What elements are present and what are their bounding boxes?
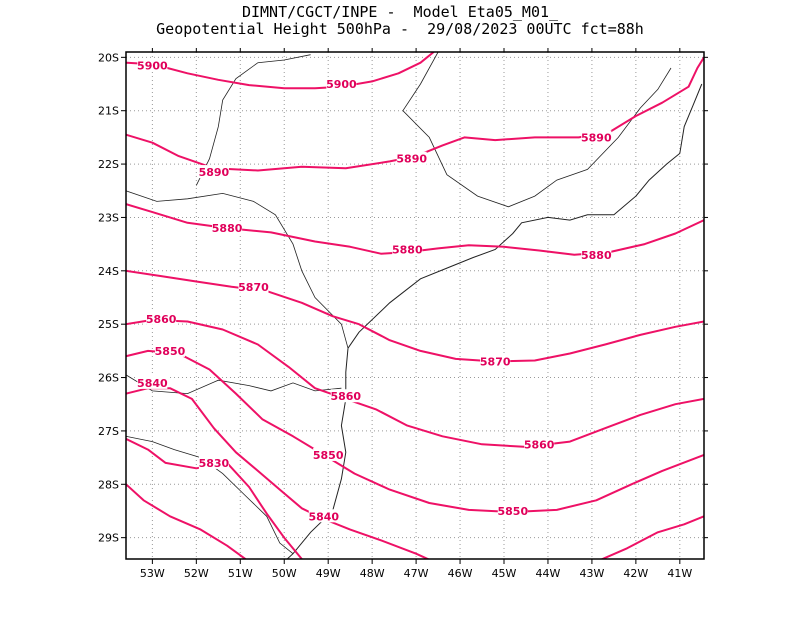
contour-label: 5850 (155, 345, 186, 358)
coastline (286, 348, 349, 559)
contour-label: 5850 (313, 449, 344, 462)
contour-label-bg (238, 279, 269, 293)
chart-title: DIMNT/CGCT/INPE - Model Eta05_M01_ Geopo… (0, 4, 800, 38)
contour-line-5840b (599, 515, 704, 559)
x-tick-label: 43W (579, 567, 604, 580)
contour-label: 5840 (137, 377, 168, 390)
contour-label-bg (137, 58, 168, 72)
contour-label: 5880 (212, 222, 243, 235)
contour-label: 5860 (146, 313, 177, 326)
x-tick-label: 51W (228, 567, 253, 580)
contour-label: 5890 (396, 153, 427, 166)
contour-label: 5880 (581, 249, 612, 262)
contour-label-bg (212, 221, 243, 235)
contour-label: 5870 (480, 356, 511, 369)
contour-label-bg (154, 343, 185, 357)
x-tick-label: 44W (536, 567, 561, 580)
contour-line-5830b (126, 483, 248, 559)
contour-label-bg (581, 130, 612, 144)
x-tick-label: 42W (623, 567, 648, 580)
y-tick-label: 28S (98, 478, 119, 491)
y-tick-label: 22S (98, 158, 119, 171)
contour-label: 5900 (326, 78, 357, 91)
contour-label: 5860 (524, 438, 555, 451)
contour-label-bg (396, 151, 427, 165)
contour-line-5900 (126, 52, 435, 90)
x-tick-label: 47W (404, 567, 429, 580)
contour-label: 5830 (199, 457, 230, 470)
y-axis-ticks: 20S 21S 22S 23S 24S 25S 26S 27S 28S 29S (98, 51, 708, 545)
y-tick-label: 26S (98, 372, 119, 385)
state-border (126, 190, 349, 349)
contour-label-bg (581, 247, 612, 261)
contour-label-bg (524, 437, 555, 451)
contour-label-bg (198, 165, 229, 179)
contour-label-bg (330, 389, 361, 403)
state-border (126, 435, 294, 555)
contour-label: 5890 (581, 131, 612, 144)
y-tick-label: 21S (98, 105, 119, 118)
y-tick-label: 29S (98, 532, 119, 545)
x-tick-label: 53W (140, 567, 165, 580)
contour-label: 5880 (392, 243, 423, 256)
contour-layer (126, 52, 704, 559)
contour-line-5840 (126, 387, 431, 559)
contour-label-bg (313, 447, 344, 461)
contour-label-bg (137, 375, 168, 389)
contour-label: 5890 (199, 166, 230, 179)
x-tick-label: 41W (667, 567, 692, 580)
state-border (126, 374, 342, 395)
x-tick-label: 45W (492, 567, 517, 580)
state-border (195, 54, 311, 186)
contour-line-5870 (126, 269, 704, 363)
state-border (402, 52, 672, 208)
contour-label: 5900 (137, 59, 168, 72)
contour-label-bg (497, 503, 528, 517)
y-tick-label: 24S (98, 265, 119, 278)
contour-label: 5850 (497, 505, 528, 518)
geography-layer (126, 52, 703, 559)
y-tick-label: 23S (98, 211, 119, 224)
contour-label-bg (146, 311, 177, 325)
x-tick-label: 49W (316, 567, 341, 580)
chart-title-line-1: DIMNT/CGCT/INPE - Model Eta05_M01_ (241, 3, 559, 21)
contour-label-bg (480, 354, 511, 368)
contour-line-5850 (126, 349, 704, 513)
coastline (347, 83, 703, 349)
x-tick-label: 50W (272, 567, 297, 580)
contour-label-bg (308, 509, 339, 523)
contour-label: 5870 (238, 281, 269, 294)
y-tick-label: 27S (98, 425, 119, 438)
x-tick-label: 52W (184, 567, 209, 580)
x-axis-ticks: 53W 52W 51W 50W 49W 48W 47W 46W 45W 44W 43W 42W 41W (140, 48, 692, 580)
contour-label-bg (198, 455, 229, 469)
y-tick-label: 20S (98, 51, 119, 64)
x-tick-label: 48W (360, 567, 385, 580)
contour-label-bg (326, 77, 357, 91)
chart-title-line-2: Geopotential Height 500hPa - 29/08/2023 … (156, 20, 644, 38)
contour-label-bg (392, 242, 423, 256)
contour-label: 5840 (308, 510, 339, 523)
plot-frame (125, 51, 705, 560)
contour-labels: 5900 5900 5890 5890 5890 5880 5880 5880 5870 5870… (137, 58, 612, 523)
y-tick-label: 25S (98, 318, 119, 331)
contour-label: 5860 (330, 390, 361, 403)
x-tick-label: 46W (448, 567, 473, 580)
contour-line-5860 (126, 318, 704, 448)
